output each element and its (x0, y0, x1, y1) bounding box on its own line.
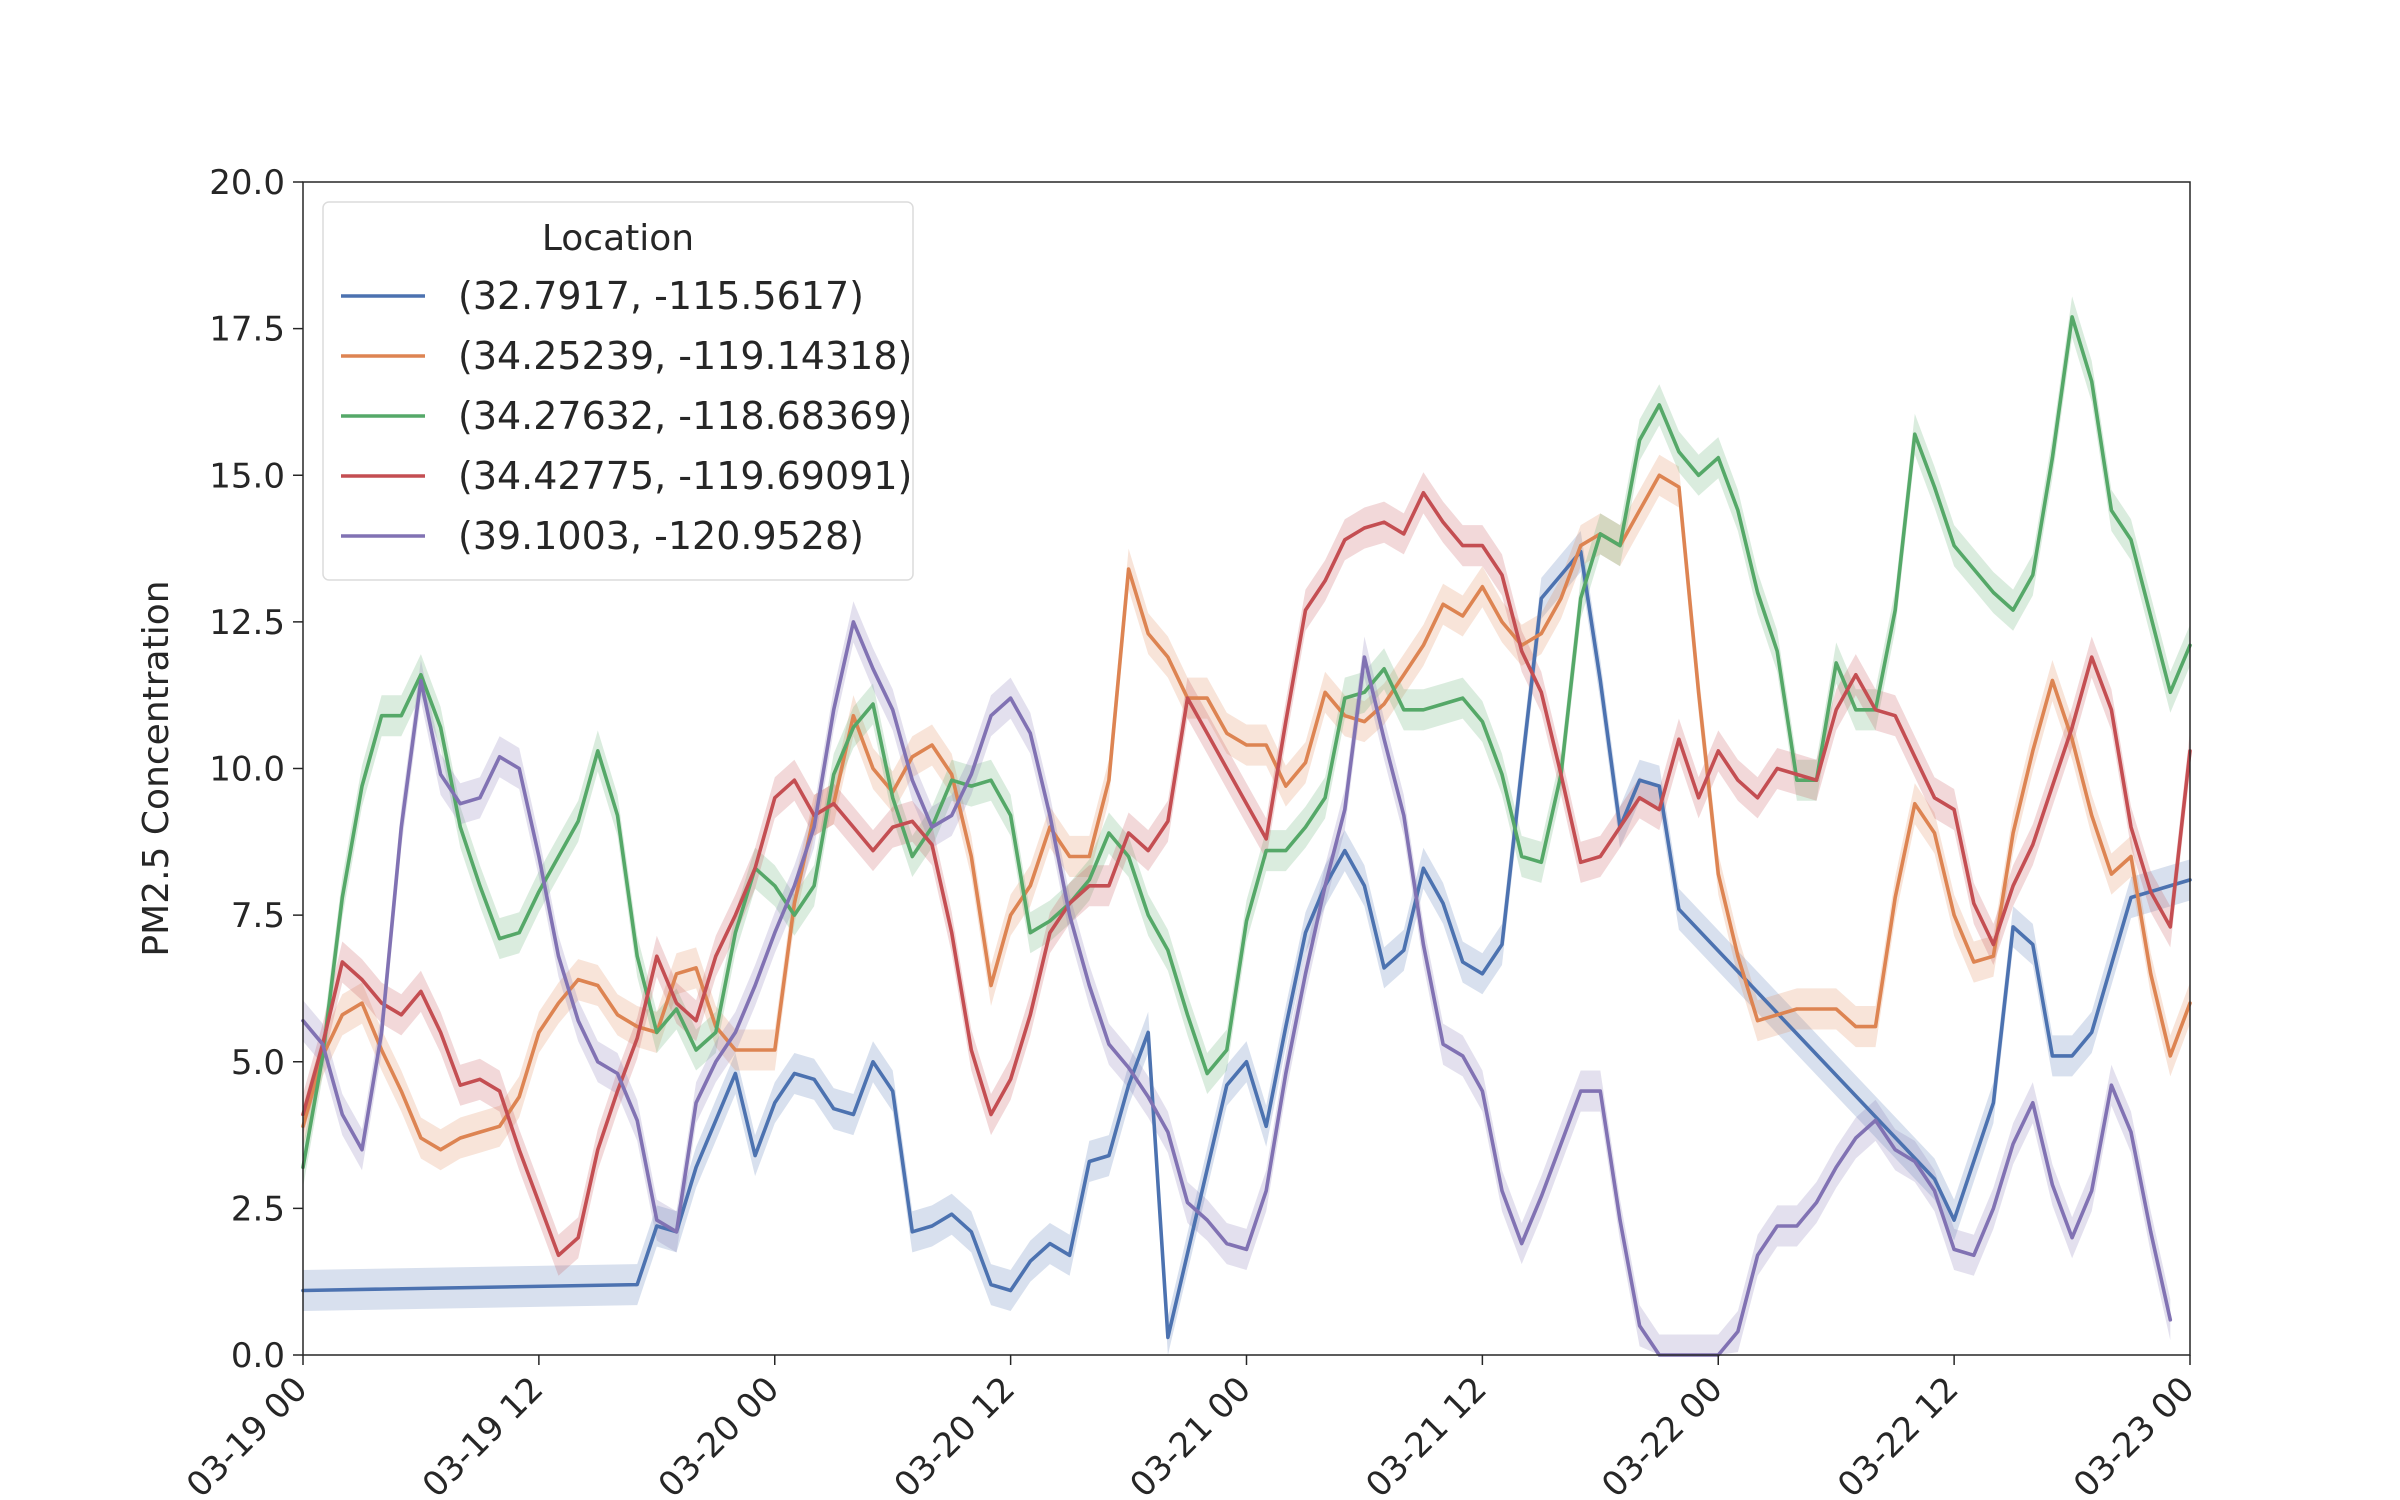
y-axis-ticks: 0.0 2.5 5.0 7.5 10.0 12.5 15.0 17.5 20.0 (209, 163, 303, 1376)
x-tick-label: 03-21 12 (1358, 1369, 1494, 1500)
x-tick-label: 03-20 12 (887, 1369, 1023, 1500)
y-tick-label: 5.0 (231, 1043, 285, 1083)
legend-entry: (39.1003, -120.9528) (341, 514, 864, 558)
legend-label: (34.25239, -119.14318) (458, 334, 912, 378)
legend-label: (32.7917, -115.5617) (458, 274, 864, 318)
y-tick-label: 17.5 (209, 310, 285, 350)
series-lines (301, 315, 2192, 1357)
x-tick-label: 03-22 12 (1830, 1369, 1966, 1500)
y-tick-label: 12.5 (209, 603, 285, 643)
confidence-bands (303, 296, 2190, 1355)
x-tick-label: 03-19 00 (179, 1369, 315, 1500)
legend-entry: (34.42775, -119.69091) (341, 454, 912, 498)
legend-box (322, 201, 914, 581)
legend-title: Location (542, 218, 694, 259)
x-tick-label: 03-20 00 (651, 1369, 787, 1500)
x-tick-label: 03-19 12 (415, 1369, 551, 1500)
legend-entry: (34.27632, -118.68369) (341, 394, 912, 438)
legend: Location (32.7917, -115.5617) (34.25239, … (322, 201, 914, 581)
y-tick-label: 2.5 (231, 1189, 285, 1229)
legend-label: (34.42775, -119.69091) (458, 454, 912, 498)
y-tick-label: 10.0 (209, 750, 285, 790)
series-band-0 (303, 531, 2190, 1355)
legend-label: (34.27632, -118.68369) (458, 394, 912, 438)
x-tick-label: 03-22 00 (1594, 1369, 1730, 1500)
series-line-4 (301, 620, 2173, 1357)
legend-entry: (32.7917, -115.5617) (341, 274, 864, 318)
y-axis-label: PM2.5 Concentration (136, 580, 177, 956)
series-line-3 (301, 490, 2192, 1258)
y-tick-label: 20.0 (209, 163, 285, 203)
x-tick-label: 03-23 00 (2066, 1369, 2202, 1500)
legend-entries: (32.7917, -115.5617) (34.25239, -119.1431… (341, 274, 912, 558)
legend-label: (39.1003, -120.9528) (458, 514, 864, 558)
legend-entry: (34.25239, -119.14318) (341, 334, 912, 378)
x-axis-ticks: 03-19 00 03-19 12 03-20 00 03-20 12 03-21 00… (179, 1355, 2202, 1500)
x-tick-label: 03-21 00 (1122, 1369, 1258, 1500)
y-tick-label: 7.5 (231, 896, 285, 936)
series-line-0 (301, 549, 2192, 1340)
series-line-1 (301, 473, 2192, 1152)
y-tick-label: 0.0 (231, 1336, 285, 1376)
y-tick-label: 15.0 (209, 456, 285, 496)
